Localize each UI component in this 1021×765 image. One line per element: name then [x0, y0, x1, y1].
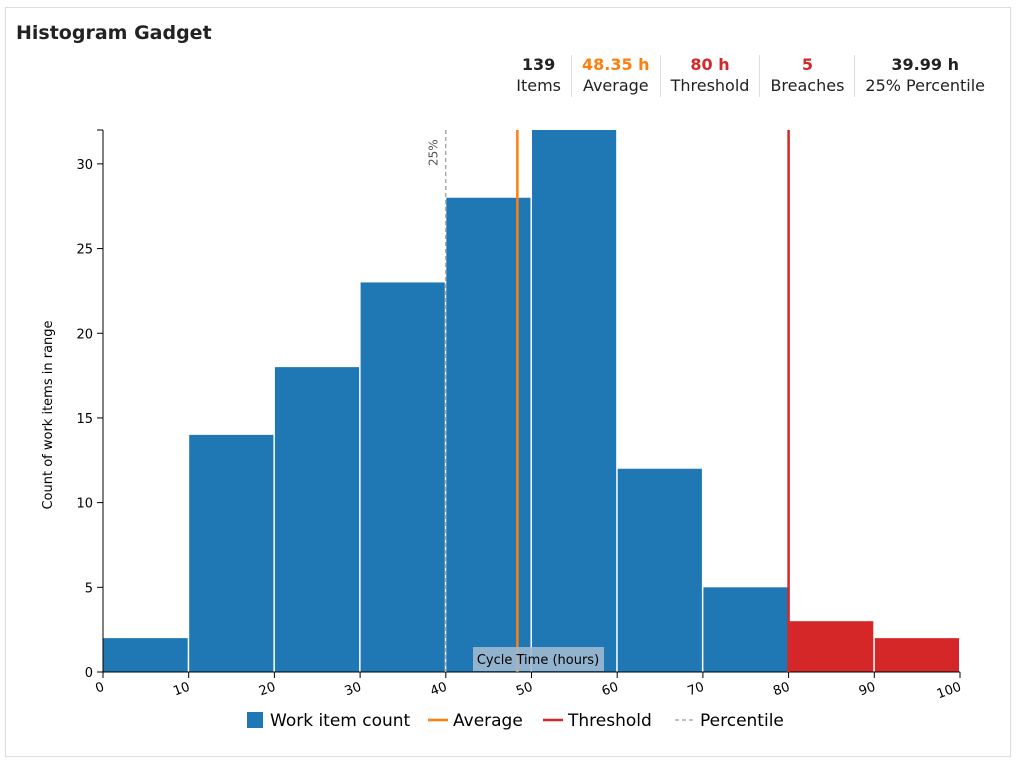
- legend-item: Average: [453, 711, 523, 731]
- stat-breaches: 5 Breaches: [759, 55, 854, 97]
- percentile-label: 25%: [427, 139, 441, 166]
- histogram-bar: [274, 367, 360, 672]
- stat-percentile: 39.99 h 25% Percentile: [854, 55, 995, 97]
- x-tick-label: 10: [171, 680, 192, 700]
- x-tick-label: 80: [771, 680, 792, 700]
- y-tick-label: 25: [76, 243, 93, 258]
- y-tick-label: 30: [76, 158, 93, 173]
- y-tick-label: 20: [76, 327, 93, 342]
- x-tick-label: 30: [343, 680, 364, 700]
- x-tick-label: 20: [257, 680, 278, 700]
- histogram-bar: [103, 638, 188, 672]
- x-tick-label: 100: [935, 680, 963, 703]
- histogram-bar: [617, 468, 702, 672]
- x-tick-label: 40: [428, 680, 449, 700]
- stat-threshold: 80 h Threshold: [659, 55, 760, 97]
- gadget-title: Histogram Gadget: [16, 22, 212, 44]
- x-axis-label-bg: [473, 647, 604, 671]
- x-tick-label: 60: [600, 680, 621, 700]
- legend-item: Work item count: [270, 711, 411, 731]
- y-axis-label: Count of work items in range: [41, 320, 56, 509]
- histogram-bar: [189, 434, 274, 672]
- y-tick-label: 5: [85, 581, 93, 596]
- legend-item: Percentile: [700, 711, 784, 731]
- histogram-bar: [703, 587, 788, 672]
- x-tick-label: 0: [93, 680, 106, 697]
- x-tick-label: 50: [514, 680, 535, 700]
- legend-swatch-bar: [247, 712, 263, 728]
- stat-items: 139 Items: [516, 55, 561, 95]
- y-tick-label: 15: [76, 412, 93, 427]
- x-tick-label: 70: [686, 680, 707, 700]
- histogram-bar: [532, 130, 617, 672]
- stat-average: 48.35 h Average: [571, 55, 660, 97]
- y-tick-label: 10: [76, 497, 93, 512]
- x-tick-label: 90: [857, 680, 878, 700]
- histogram-bar: [360, 282, 445, 672]
- y-tick-label: 0: [85, 666, 93, 681]
- x-axis-label: Cycle Time (hours): [477, 653, 599, 668]
- legend-item: Threshold: [567, 711, 652, 731]
- histogram-bar: [789, 621, 874, 672]
- histogram-bar: [874, 638, 959, 672]
